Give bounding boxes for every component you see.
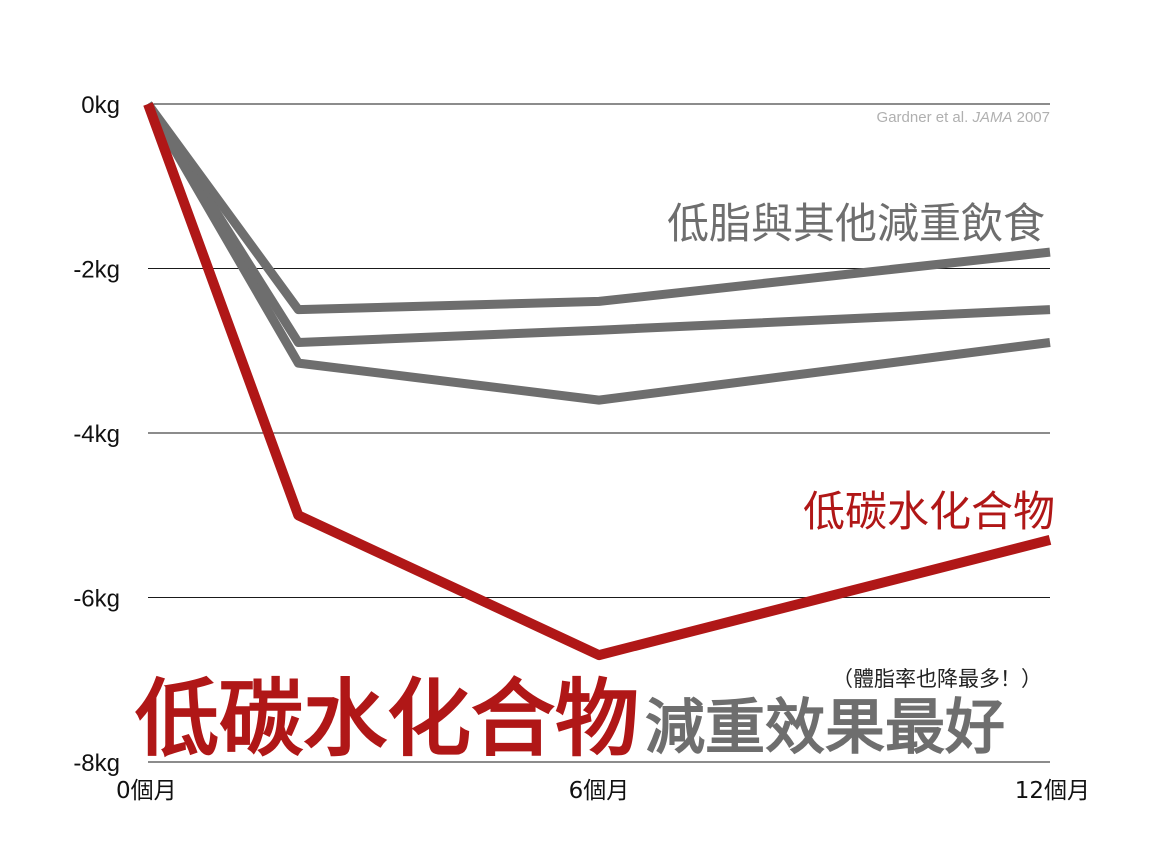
y-tick-label: -2kg <box>73 257 120 284</box>
x-tick-label: 0個月 <box>116 778 177 804</box>
x-axis-tick-labels: 0個月 6個月 12個月 <box>116 778 1090 804</box>
low-fat-diets-label: 低脂與其他減重飲食 <box>667 199 1045 248</box>
low-carb-label: 低碳水化合物 <box>803 487 1055 536</box>
y-tick-label: -8kg <box>73 750 120 777</box>
series-line-low-carb <box>143 102 1052 661</box>
y-tick-label: 0kg <box>81 92 120 119</box>
x-tick-label: 6個月 <box>569 778 630 804</box>
y-axis-tick-labels: 0kg -2kg -4kg -6kg -8kg <box>73 92 120 777</box>
series-lines <box>143 101 1052 661</box>
series-line-low-fat-3 <box>144 101 1051 405</box>
body-fat-note: （體脂率也降最多！） <box>832 667 1042 691</box>
x-tick-label: 12個月 <box>1015 778 1090 804</box>
headline-best-weight-loss: 減重效果最好 <box>645 693 1005 763</box>
source-citation: Gardner et al. JAMA 2007 <box>877 109 1050 126</box>
series-line-low-fat-2 <box>144 101 1051 347</box>
headline: 低碳水化合物 減重效果最好 <box>135 670 1005 768</box>
series-line-low-fat-1 <box>144 101 1051 315</box>
headline-low-carb: 低碳水化合物 <box>135 670 639 768</box>
y-tick-label: -4kg <box>73 421 120 448</box>
y-tick-label: -6kg <box>73 586 120 613</box>
